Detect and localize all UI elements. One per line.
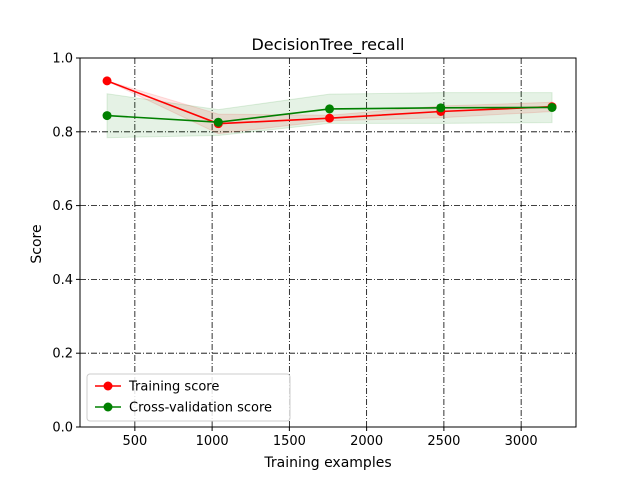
y-tick-label: 1.0 <box>52 52 73 67</box>
legend-box <box>86 373 291 422</box>
y-axis-label: Score <box>29 224 45 263</box>
y-tick-label: 0.8 <box>52 125 73 140</box>
legend-marker <box>103 402 113 412</box>
axes-frame <box>79 57 577 428</box>
data-point <box>547 102 557 112</box>
data-point <box>102 76 112 86</box>
y-tick-label: 0.0 <box>52 421 73 436</box>
y-tick-label: 0.4 <box>52 273 73 288</box>
legend-marker <box>103 381 113 391</box>
y-tick-label: 0.2 <box>52 347 73 362</box>
x-tick-label: 1500 <box>273 434 306 449</box>
legend-label: Training score <box>128 380 219 395</box>
x-tick-label: 1000 <box>196 434 229 449</box>
y-tick-label: 0.6 <box>52 199 73 214</box>
data-point <box>436 103 446 113</box>
x-axis-label: Training examples <box>263 455 391 471</box>
x-tick-label: 2500 <box>427 434 460 449</box>
legend: Training score Cross-validation score <box>86 373 291 422</box>
chart-title: DecisionTree_recall <box>251 35 404 55</box>
data-point <box>213 117 223 127</box>
data-point <box>325 113 335 123</box>
data-point <box>325 104 335 114</box>
x-tick-label: 3000 <box>505 434 538 449</box>
legend-label: Cross-validation score <box>129 401 272 416</box>
data-point <box>102 111 112 121</box>
x-tick-label: 2000 <box>350 434 383 449</box>
x-tick-label: 500 <box>122 434 147 449</box>
